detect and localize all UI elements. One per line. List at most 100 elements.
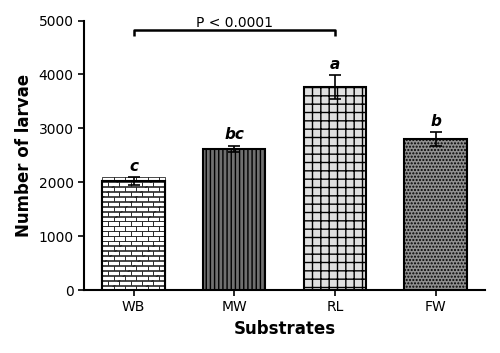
Bar <box>114 216 125 221</box>
Bar <box>130 211 142 216</box>
Bar <box>108 211 120 216</box>
Bar <box>120 261 130 265</box>
Bar <box>159 207 164 211</box>
Bar <box>114 187 125 191</box>
Bar <box>108 271 120 275</box>
Bar <box>114 236 125 240</box>
Bar <box>120 221 130 226</box>
Bar <box>130 182 142 186</box>
Text: P < 0.0001: P < 0.0001 <box>196 16 272 30</box>
Bar <box>102 261 108 265</box>
Bar <box>148 197 159 201</box>
Bar <box>148 256 159 260</box>
Bar <box>304 87 366 290</box>
Bar <box>108 231 120 235</box>
Bar <box>114 177 125 181</box>
Bar <box>102 256 114 260</box>
Bar <box>142 231 154 235</box>
Bar <box>125 187 136 191</box>
Bar <box>154 281 164 285</box>
Bar <box>102 211 108 216</box>
Bar <box>159 286 164 290</box>
Bar <box>125 286 136 290</box>
Bar <box>154 231 164 235</box>
Bar <box>108 221 120 226</box>
Bar <box>125 236 136 240</box>
Bar <box>142 251 154 255</box>
Bar <box>159 216 164 221</box>
Bar <box>159 226 164 231</box>
Bar <box>114 246 125 250</box>
Bar <box>154 271 164 275</box>
Y-axis label: Number of larvae: Number of larvae <box>15 74 33 237</box>
Bar <box>125 266 136 270</box>
Bar <box>136 197 147 201</box>
Bar <box>102 271 108 275</box>
Bar <box>148 246 159 250</box>
Bar <box>114 276 125 280</box>
Bar <box>159 236 164 240</box>
Bar <box>154 192 164 196</box>
Bar <box>142 221 154 226</box>
Bar <box>148 276 159 280</box>
Bar <box>136 286 147 290</box>
Bar <box>142 271 154 275</box>
Bar <box>136 216 147 221</box>
Bar <box>136 177 147 181</box>
Text: a: a <box>330 57 340 72</box>
Bar <box>108 202 120 206</box>
Bar <box>136 246 147 250</box>
Bar <box>114 286 125 290</box>
Bar <box>154 182 164 186</box>
Text: b: b <box>430 114 441 129</box>
Bar <box>114 266 125 270</box>
Bar <box>102 221 108 226</box>
Bar <box>130 192 142 196</box>
Bar <box>136 276 147 280</box>
Bar <box>125 226 136 231</box>
Text: c: c <box>129 159 138 174</box>
Bar <box>136 266 147 270</box>
Bar <box>125 216 136 221</box>
Bar <box>159 256 164 260</box>
Bar <box>154 241 164 245</box>
Bar <box>136 226 147 231</box>
Bar <box>125 276 136 280</box>
Bar <box>142 261 154 265</box>
Bar <box>108 182 120 186</box>
Bar <box>154 211 164 216</box>
Bar <box>120 241 130 245</box>
Bar <box>102 286 114 290</box>
Bar <box>148 226 159 231</box>
Bar <box>148 266 159 270</box>
Bar <box>154 221 164 226</box>
Bar <box>102 226 114 231</box>
Bar <box>130 261 142 265</box>
Bar <box>102 231 108 235</box>
Bar <box>102 281 108 285</box>
Bar <box>142 182 154 186</box>
Bar <box>108 241 120 245</box>
Bar <box>114 197 125 201</box>
Bar <box>102 241 108 245</box>
Bar <box>102 182 108 186</box>
Bar <box>130 251 142 255</box>
Bar <box>136 207 147 211</box>
Bar <box>154 261 164 265</box>
Bar <box>102 177 114 181</box>
Bar <box>148 207 159 211</box>
Bar <box>148 236 159 240</box>
Bar <box>120 192 130 196</box>
Bar <box>120 202 130 206</box>
Bar <box>130 202 142 206</box>
Bar <box>125 177 136 181</box>
Bar <box>108 192 120 196</box>
X-axis label: Substrates: Substrates <box>234 320 336 338</box>
Bar <box>102 246 114 250</box>
Bar <box>120 281 130 285</box>
Bar <box>159 197 164 201</box>
Bar <box>142 211 154 216</box>
Bar <box>108 281 120 285</box>
Bar <box>159 187 164 191</box>
Bar <box>203 149 266 290</box>
